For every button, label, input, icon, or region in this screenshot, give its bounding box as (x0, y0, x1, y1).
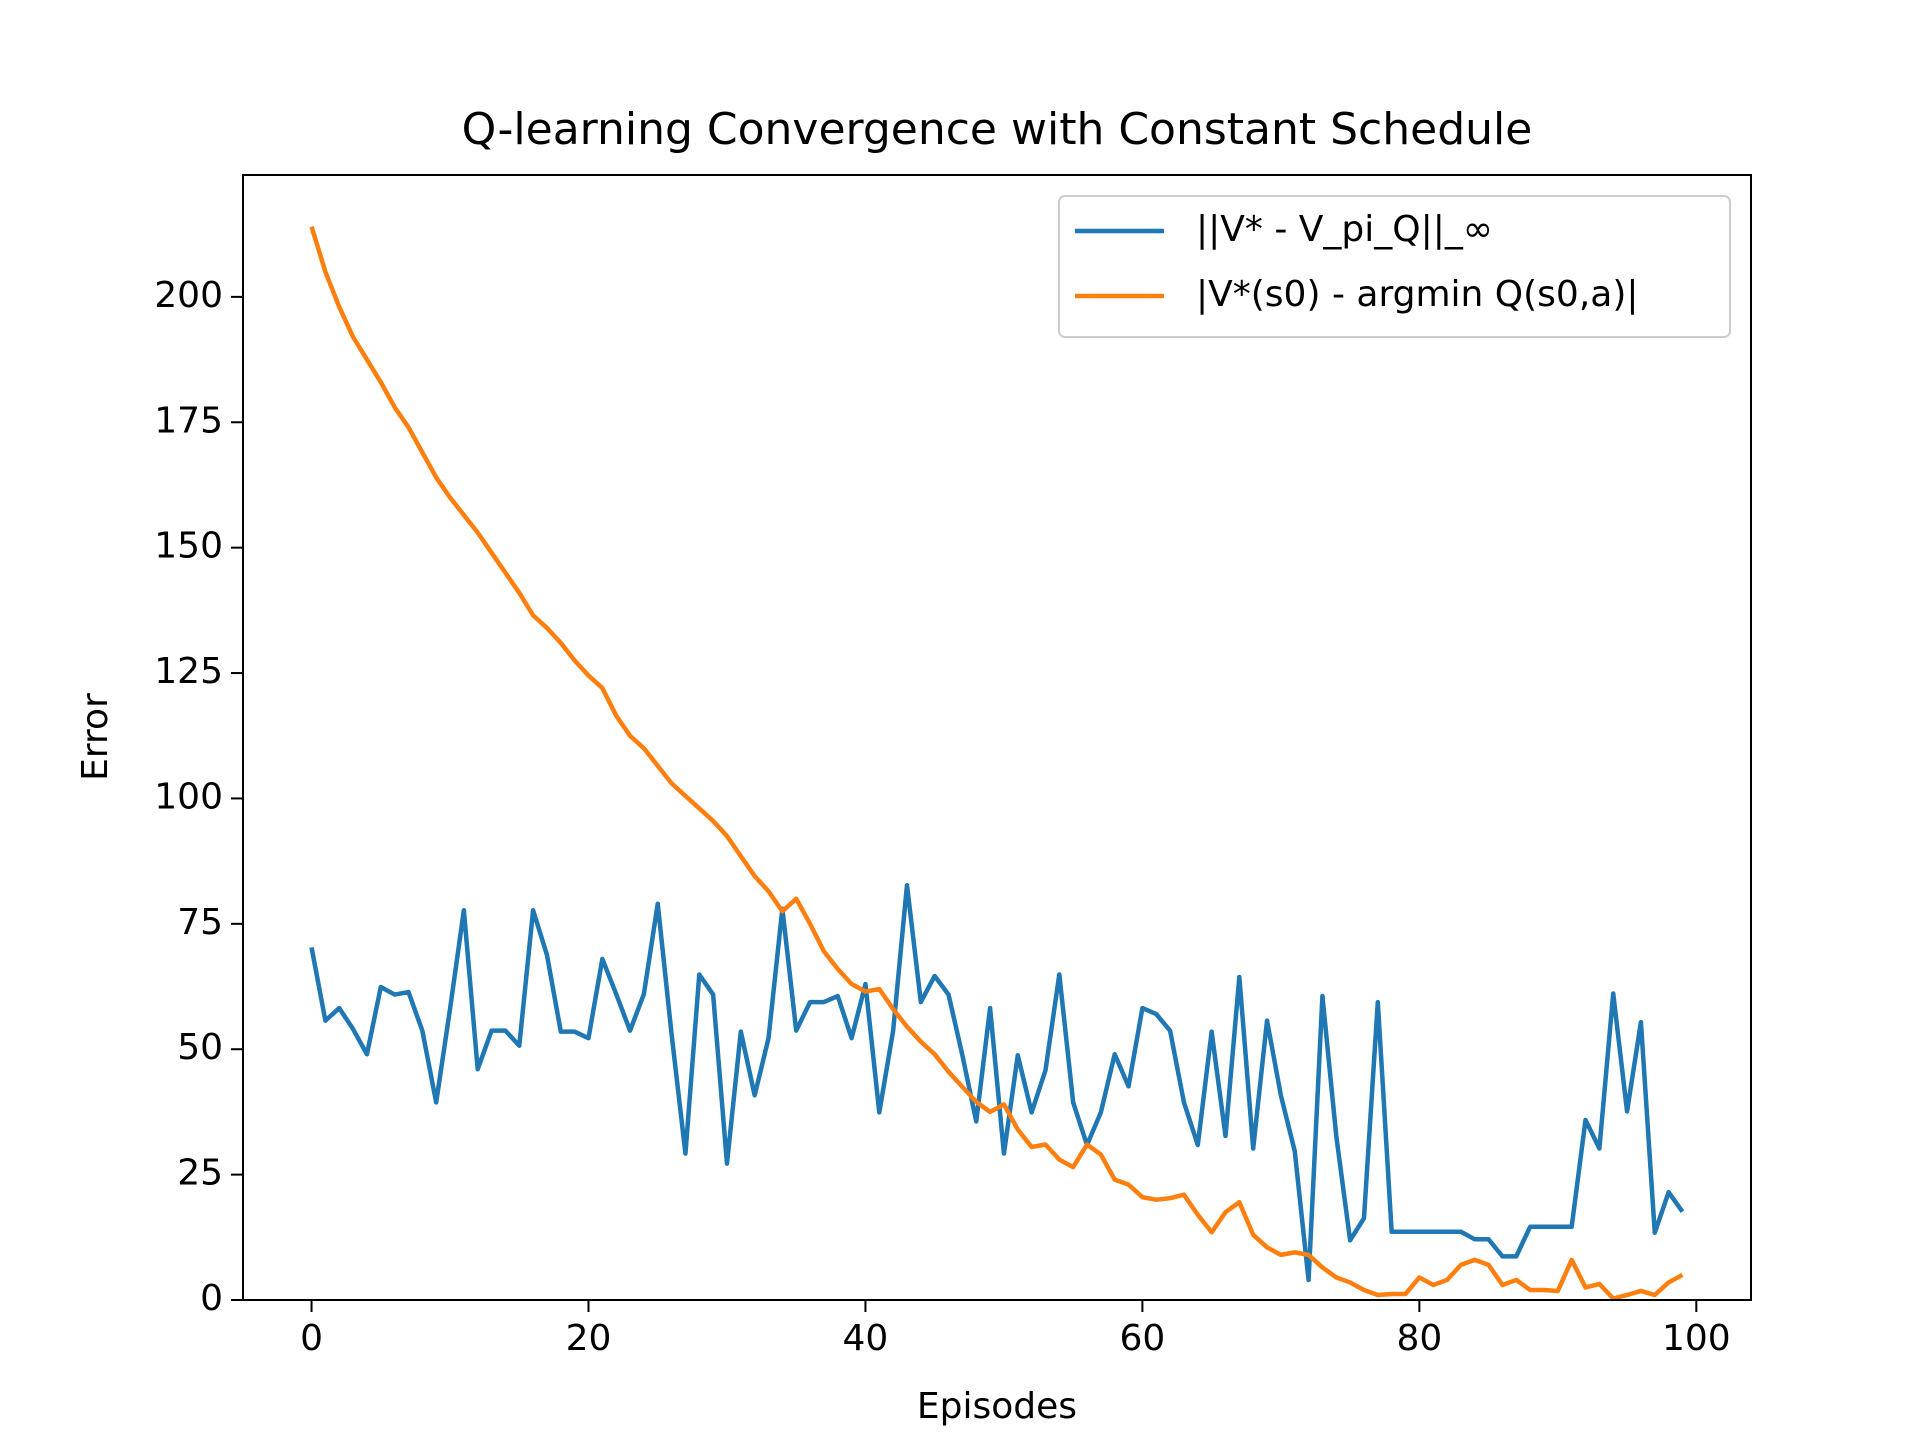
series-line (309, 226, 1684, 1301)
y-tick-label: 50 (177, 1027, 223, 1068)
chart-title: Q-learning Convergence with Constant Sch… (462, 104, 1533, 155)
y-tick-label: 25 (177, 1153, 223, 1194)
y-tick-label: 100 (154, 776, 223, 817)
legend-box (1058, 195, 1731, 338)
legend-label: ||V* - V_pi_Q||_∞ (1196, 209, 1493, 250)
x-tick-label: 80 (1396, 1318, 1442, 1359)
y-tick-label: 150 (154, 526, 223, 567)
plot-frame (242, 174, 1752, 1301)
series-line (309, 882, 1685, 1283)
y-axis-label: Error (75, 693, 116, 781)
x-tick-label: 100 (1662, 1318, 1731, 1359)
y-tick-label: 0 (200, 1278, 223, 1319)
y-tick-label: 75 (177, 902, 223, 943)
x-tick-label: 20 (566, 1318, 612, 1359)
y-tick-label: 175 (154, 400, 223, 441)
x-tick-label: 60 (1119, 1318, 1165, 1359)
x-tick-label: 0 (300, 1318, 323, 1359)
y-tick-label: 200 (154, 275, 223, 316)
y-tick-label: 125 (154, 651, 223, 692)
x-tick-label: 40 (843, 1318, 889, 1359)
legend-label: |V*(s0) - argmin Q(s0,a)| (1196, 274, 1639, 315)
x-axis-label: Episodes (917, 1386, 1077, 1427)
